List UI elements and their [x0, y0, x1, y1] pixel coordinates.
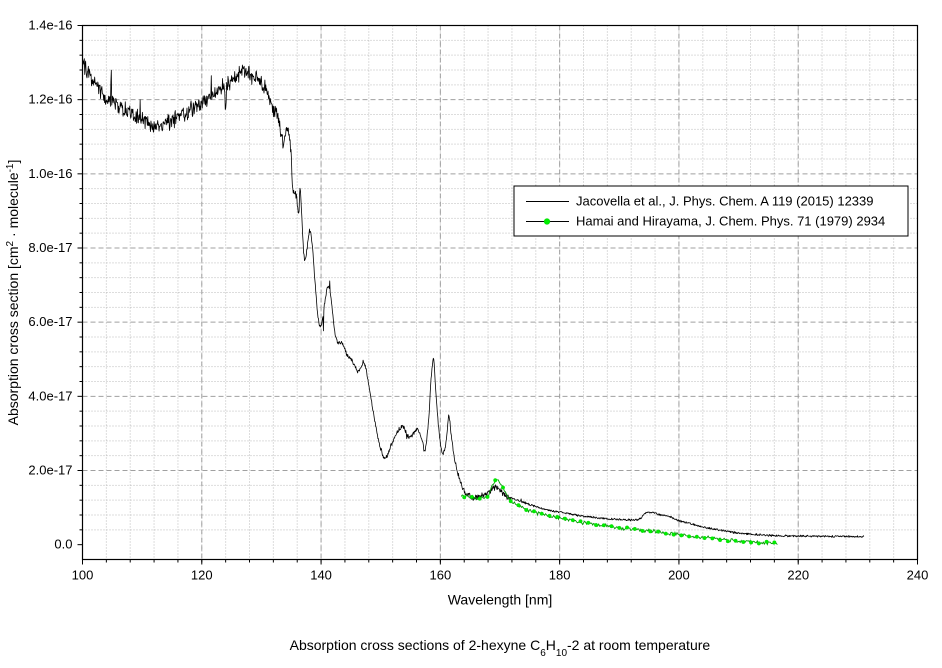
svg-text:0.0: 0.0	[54, 537, 72, 552]
svg-text:Jacovella et al., J. Phys. Che: Jacovella et al., J. Phys. Chem. A 119 (…	[576, 194, 874, 209]
svg-text:6.0e-17: 6.0e-17	[28, 314, 72, 329]
svg-text:140: 140	[310, 568, 332, 583]
svg-text:200: 200	[668, 568, 690, 583]
svg-text:1.4e-16: 1.4e-16	[28, 18, 72, 33]
svg-text:120: 120	[191, 568, 213, 583]
svg-text:Absorption cross section [cm2: Absorption cross section [cm2 · molecule…	[5, 160, 22, 426]
svg-text:Wavelength [nm]: Wavelength [nm]	[448, 592, 553, 608]
svg-text:180: 180	[549, 568, 571, 583]
svg-text:100: 100	[72, 568, 94, 583]
svg-text:220: 220	[787, 568, 809, 583]
svg-text:1.0e-16: 1.0e-16	[28, 166, 72, 181]
svg-text:160: 160	[430, 568, 452, 583]
svg-text:4.0e-17: 4.0e-17	[28, 388, 72, 403]
svg-text:Hamai and Hirayama, J. Chem. P: Hamai and Hirayama, J. Chem. Phys. 71 (1…	[576, 214, 885, 229]
svg-text:240: 240	[907, 568, 929, 583]
svg-text:8.0e-17: 8.0e-17	[28, 240, 72, 255]
svg-text:2.0e-17: 2.0e-17	[28, 463, 72, 478]
svg-text:1.2e-16: 1.2e-16	[28, 92, 72, 107]
